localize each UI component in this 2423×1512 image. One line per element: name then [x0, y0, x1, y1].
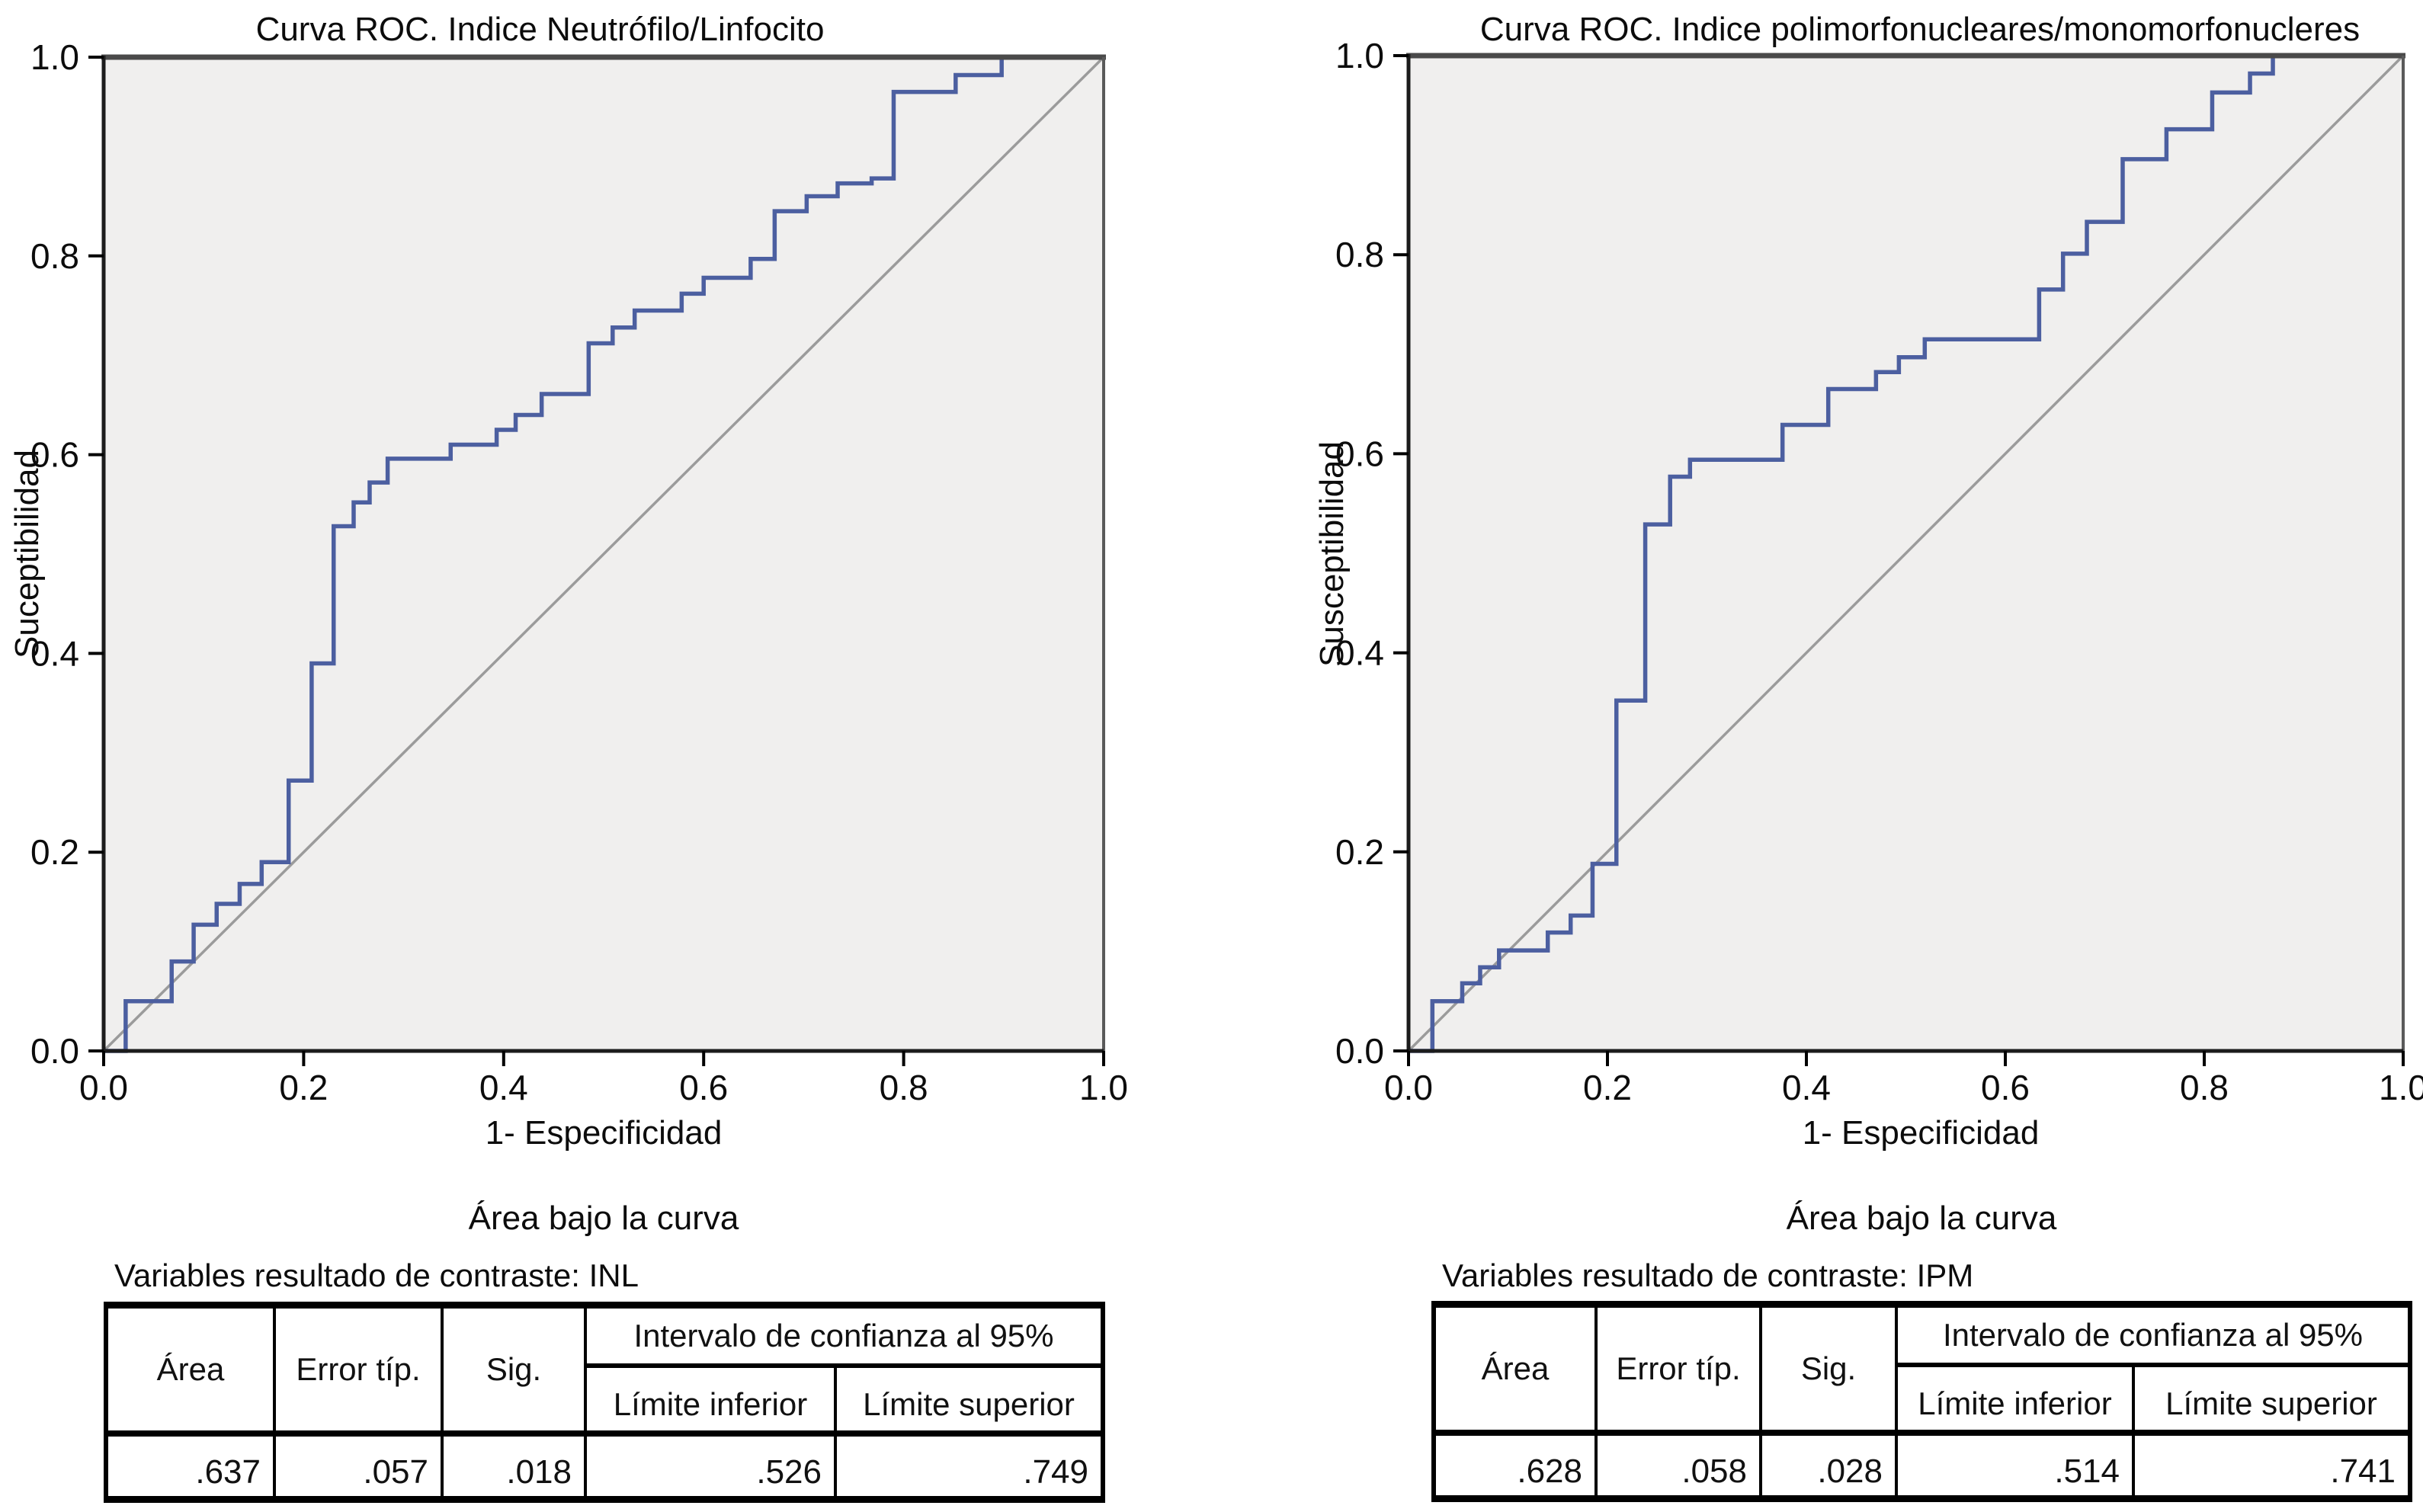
x-tick-label: 0.8 — [2180, 1068, 2229, 1107]
auc-table-right: Área Error típ. Sig. Intervalo de confia… — [1431, 1301, 2412, 1502]
value-std-error: .058 — [1598, 1430, 1762, 1497]
x-tick-label: 0.4 — [479, 1068, 528, 1107]
y-tick-label: 0.6 — [30, 435, 79, 475]
y-tick-label: 0.4 — [30, 633, 79, 673]
x-tick-label: 0.2 — [1583, 1068, 1632, 1107]
auc-table-subtitle-left: Variables resultado de contraste: INL — [114, 1257, 639, 1293]
x-axis-label-right: 1- Especificidad — [1802, 1114, 2040, 1152]
y-tick-label: 0.8 — [1335, 235, 1384, 274]
value-area: .637 — [108, 1430, 276, 1498]
x-axis-label-left: 1- Especificidad — [485, 1114, 723, 1152]
chart-title-right: Curva ROC. Indice polimorfonucleares/mon… — [1479, 11, 2361, 48]
col-header-confidence-interval: Intervalo de confianza al 95% — [1898, 1308, 2408, 1367]
col-header-confidence-interval: Intervalo de confianza al 95% — [587, 1309, 1101, 1368]
col-header-area: Área — [1436, 1308, 1598, 1430]
x-tick-label: 0.6 — [679, 1068, 728, 1107]
auc-table-subtitle-right: Variables resultado de contraste: IPM — [1442, 1257, 1974, 1293]
x-tick-label: 0.6 — [1981, 1068, 2030, 1107]
auc-table-caption-left: Área bajo la curva — [468, 1200, 739, 1237]
y-tick-label: 0.6 — [1335, 434, 1384, 473]
col-header-std-error: Error típ. — [276, 1309, 444, 1430]
x-tick-label: 0.0 — [1384, 1068, 1433, 1107]
col-header-ci-lower: Límite inferior — [587, 1368, 837, 1430]
x-tick-label: 1.0 — [2379, 1068, 2423, 1107]
value-area: .628 — [1436, 1430, 1598, 1497]
col-header-ci-upper: Límite superior — [2165, 1385, 2377, 1421]
x-tick-label: 0.8 — [880, 1068, 928, 1107]
value-sig: .018 — [444, 1430, 587, 1498]
col-header-ci-lower: Límite inferior — [1898, 1367, 2135, 1430]
x-tick-label: 0.2 — [279, 1068, 328, 1107]
col-header-sig: Sig. — [444, 1309, 587, 1430]
y-tick-label: 1.0 — [1335, 36, 1384, 75]
x-tick-label: 1.0 — [1079, 1068, 1128, 1107]
value-ci-lower: .514 — [1898, 1430, 2135, 1497]
roc-chart-right: 0.0 0.2 0.4 0.6 0.8 1.0 0.0 0.2 0.4 0.6 0.8 1.0 — [1335, 36, 2423, 1107]
y-tick-label: 0.2 — [1335, 832, 1384, 872]
value-ci-lower: .526 — [587, 1430, 837, 1498]
col-header-sig: Sig. — [1762, 1308, 1898, 1430]
col-header-std-error: Error típ. — [1598, 1308, 1762, 1430]
auc-table-caption-right: Área bajo la curva — [1786, 1200, 2057, 1237]
y-tick-label: 0.8 — [30, 236, 79, 276]
y-tick-label: 0.0 — [30, 1031, 79, 1071]
y-tick-label: 0.2 — [30, 832, 79, 872]
roc-chart-left: 0.0 0.2 0.4 0.6 0.8 1.0 0.0 0.2 0.4 0.6 0.8 1.0 — [30, 37, 1128, 1107]
auc-table-left: Área Error típ. Sig. Intervalo de confia… — [104, 1302, 1105, 1503]
value-sig: .028 — [1762, 1430, 1898, 1497]
roc-curve — [1409, 53, 2403, 1053]
roc-curve — [104, 55, 1104, 1053]
value-ci-upper: .741 — [2135, 1430, 2408, 1497]
x-tick-label: 0.4 — [1782, 1068, 1831, 1107]
y-tick-label: 0.4 — [1335, 633, 1384, 673]
y-axis-label-right: Susceptibilidad — [1313, 441, 1351, 667]
value-ci-upper: .749 — [837, 1430, 1101, 1498]
y-axis-label-left: Suceptibilidad — [8, 450, 46, 658]
chart-title-left: Curva ROC. Indice Neutrófilo/Linfocito — [255, 11, 825, 48]
x-tick-label: 0.0 — [79, 1068, 128, 1107]
y-tick-label: 0.0 — [1335, 1031, 1384, 1071]
reference-line — [1407, 54, 2405, 1052]
col-header-area: Área — [108, 1309, 276, 1430]
y-tick-label: 1.0 — [30, 37, 79, 77]
reference-line — [102, 56, 1105, 1052]
col-header-ci-upper: Límite superior — [863, 1386, 1075, 1422]
value-std-error: .057 — [276, 1430, 444, 1498]
